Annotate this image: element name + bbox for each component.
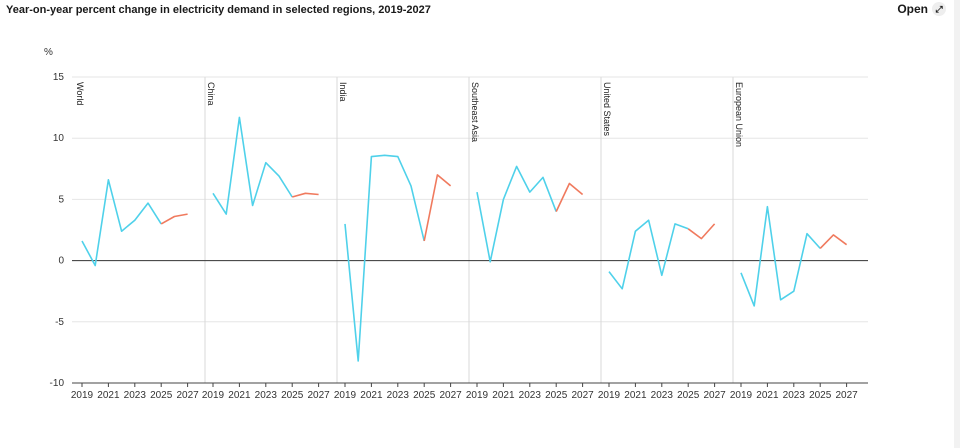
x-tick-label: 2023 bbox=[783, 390, 806, 401]
y-tick-label: 0 bbox=[58, 256, 64, 267]
open-button-label: Open bbox=[897, 2, 928, 16]
chart-title: Year-on-year percent change in electrici… bbox=[6, 4, 431, 16]
x-tick-label: 2019 bbox=[202, 390, 225, 401]
x-tick-label: 2023 bbox=[387, 390, 410, 401]
x-tick-label: 2027 bbox=[176, 390, 199, 401]
panel-label: United States bbox=[602, 82, 612, 137]
x-tick-label: 2021 bbox=[228, 390, 251, 401]
x-tick-label: 2023 bbox=[519, 390, 542, 401]
series-line-forecast bbox=[291, 192, 319, 198]
y-tick-label: -10 bbox=[50, 378, 65, 389]
x-tick-label: 2021 bbox=[360, 390, 383, 401]
expand-icon: ⤢ bbox=[932, 2, 946, 16]
x-tick-label: 2021 bbox=[756, 390, 779, 401]
x-tick-label: 2027 bbox=[439, 390, 462, 401]
y-axis-unit-label: % bbox=[44, 47, 53, 58]
x-tick-label: 2027 bbox=[571, 390, 594, 401]
panel-dividers: World China India Southeast Asia United Stat… bbox=[75, 77, 744, 383]
x-tick-label: 2025 bbox=[809, 390, 832, 401]
series-line-historical bbox=[212, 116, 293, 215]
series-line-forecast bbox=[423, 174, 452, 242]
x-tick-label: 2025 bbox=[545, 390, 568, 401]
x-axis-ticks: 2019 2021 2023 2025 2027 2019 2021 2023 2025 2027… bbox=[71, 383, 858, 401]
grid-lines bbox=[72, 76, 868, 323]
x-tick-label: 2019 bbox=[71, 390, 94, 401]
panel-label: India bbox=[338, 82, 348, 102]
y-tick-label: 15 bbox=[53, 72, 65, 83]
x-tick-label: 2025 bbox=[281, 390, 304, 401]
x-tick-label: 2027 bbox=[835, 390, 858, 401]
x-tick-label: 2025 bbox=[413, 390, 436, 401]
y-tick-label: 10 bbox=[53, 133, 65, 144]
x-tick-label: 2021 bbox=[97, 390, 120, 401]
scrollbar[interactable] bbox=[954, 0, 960, 448]
x-tick-label: 2027 bbox=[703, 390, 726, 401]
x-tick-label: 2023 bbox=[255, 390, 278, 401]
x-tick-label: 2019 bbox=[466, 390, 489, 401]
series-line-forecast bbox=[555, 182, 584, 212]
x-tick-label: 2019 bbox=[730, 390, 753, 401]
panel-label: European Union bbox=[734, 82, 744, 147]
x-tick-label: 2025 bbox=[677, 390, 700, 401]
series-line-historical bbox=[740, 205, 821, 307]
series-lines bbox=[81, 116, 848, 362]
x-tick-label: 2019 bbox=[334, 390, 357, 401]
x-tick-label: 2025 bbox=[150, 390, 173, 401]
series-line-historical bbox=[476, 165, 557, 263]
x-tick-label: 2019 bbox=[598, 390, 621, 401]
y-tick-label: 5 bbox=[58, 194, 64, 205]
panel-label: World bbox=[75, 82, 85, 105]
y-axis-ticks: 15 10 5 0 -5 -10 bbox=[50, 72, 65, 389]
x-tick-label: 2021 bbox=[624, 390, 647, 401]
series-line-historical bbox=[344, 154, 425, 362]
x-tick-label: 2023 bbox=[651, 390, 674, 401]
panel-label: Southeast Asia bbox=[470, 82, 480, 142]
series-line-forecast bbox=[819, 234, 848, 249]
line-chart: World China India Southeast Asia United Stat… bbox=[44, 47, 868, 401]
series-line-forecast bbox=[687, 223, 716, 240]
y-tick-label: -5 bbox=[55, 317, 64, 328]
x-tick-label: 2021 bbox=[492, 390, 515, 401]
x-tick-label: 2027 bbox=[307, 390, 330, 401]
panel-label: China bbox=[206, 82, 216, 106]
open-button[interactable]: Open ⤢ bbox=[897, 2, 946, 16]
series-line-historical bbox=[608, 219, 689, 290]
series-line-forecast bbox=[160, 213, 188, 225]
series-line-historical bbox=[81, 179, 162, 267]
x-tick-label: 2023 bbox=[124, 390, 147, 401]
